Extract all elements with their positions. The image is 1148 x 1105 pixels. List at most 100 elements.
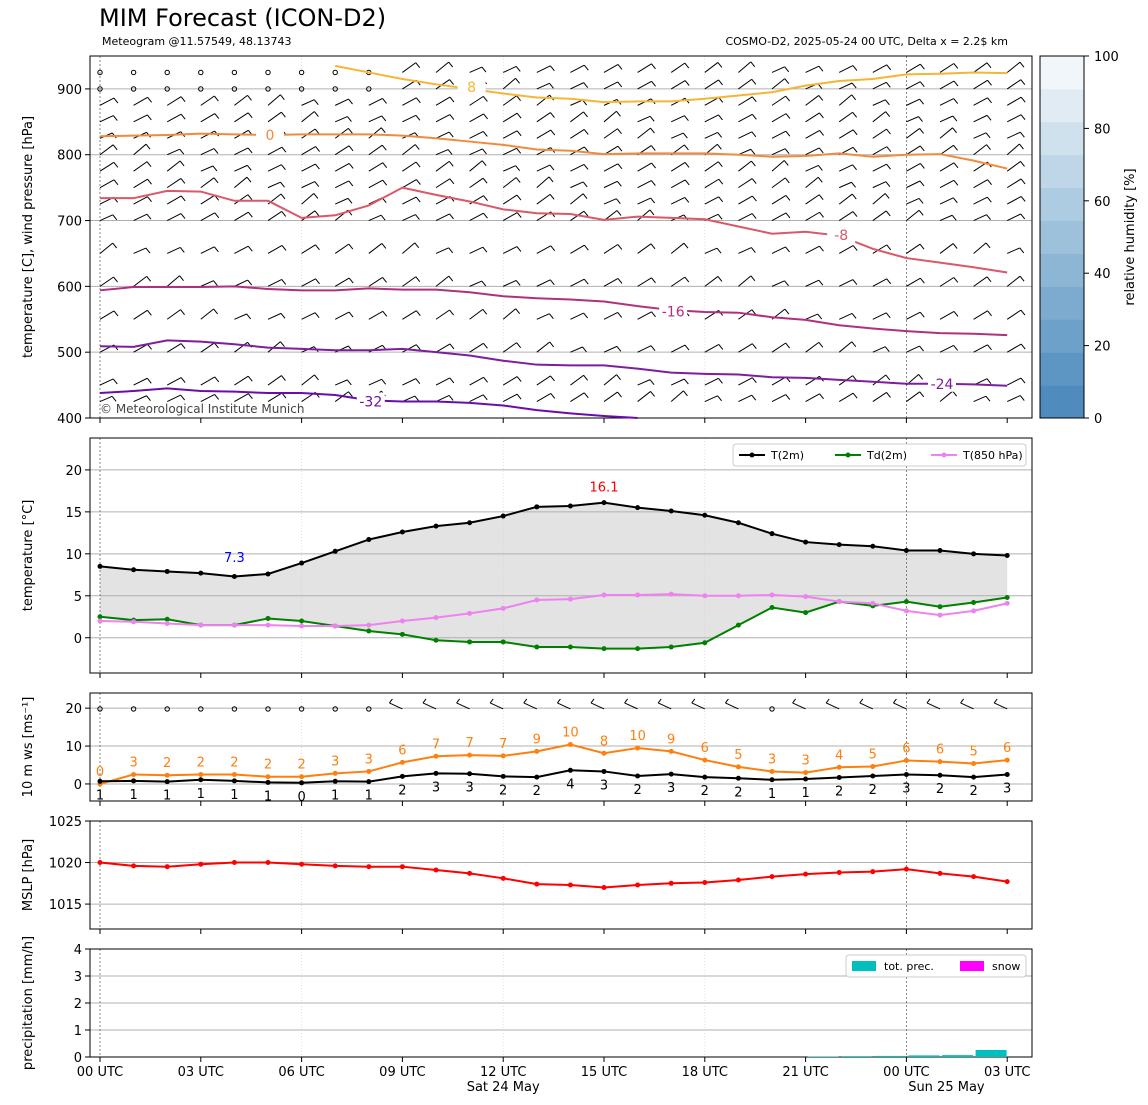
wind-barb-flag (649, 379, 655, 385)
legend-marker (845, 452, 851, 458)
y-tick-label: 1015 (49, 898, 82, 913)
wind-barb (1006, 114, 1022, 123)
wind-barb (839, 181, 852, 189)
wind-barb-flag (919, 63, 925, 70)
series-point (366, 628, 372, 634)
wind-barb (771, 148, 786, 156)
legend-label: Td(2m) (866, 449, 907, 462)
gust-label: 3 (801, 754, 809, 769)
wind-barb-flag (986, 196, 992, 203)
wind-barb-flag (918, 116, 923, 122)
wind-barb-flag (986, 214, 991, 220)
wind-barb-flag (684, 62, 690, 69)
wind-barb-flag (314, 128, 320, 135)
wind-speed-label: 1 (197, 787, 205, 802)
y-tick-label: 15 (65, 506, 82, 521)
colorbar-segment (1040, 88, 1084, 123)
wind-speed-point (803, 776, 809, 782)
wind-speed-point (534, 774, 540, 780)
wind-barb (133, 395, 147, 403)
wind-barb (1006, 143, 1020, 156)
wind-barb (738, 61, 752, 73)
wind-barb (805, 176, 819, 189)
wind-barb-flag (348, 311, 354, 318)
calm-wind-marker (332, 86, 338, 92)
wind-barb-flag (852, 111, 858, 118)
wind-barb (301, 374, 315, 386)
wind-barb (99, 214, 113, 222)
series-point (803, 594, 809, 600)
wind-barb-flag (986, 115, 992, 121)
wind-barb (691, 702, 706, 710)
wind-barb-flag (624, 698, 628, 704)
colorbar-tick-label: 20 (1094, 340, 1111, 355)
wind-barb-flag (785, 246, 790, 253)
wind-barb (200, 212, 216, 221)
wind-barb-flag (146, 161, 152, 167)
wind-barb-flag (382, 179, 388, 186)
wind-barb-flag (381, 115, 387, 122)
wind-barb-flag (784, 66, 790, 73)
wind-barb (570, 163, 585, 172)
wind-barb-flag (248, 393, 253, 400)
wind-barb-flag (415, 214, 420, 220)
wind-barb-flag (785, 342, 791, 349)
calm-wind-marker (97, 706, 103, 712)
wind-barb (267, 211, 283, 221)
wind-barb (771, 280, 785, 287)
wind-barb (637, 162, 652, 172)
wind-speed-label: 2 (398, 783, 406, 798)
mslp-point (971, 874, 977, 880)
wind-barb-flag (180, 213, 186, 219)
wind-barb (771, 113, 787, 123)
wind-barb-flag (650, 180, 656, 186)
gust-label: 6 (701, 741, 709, 756)
wind-barb-flag (684, 162, 690, 168)
wind-barb-flag (985, 132, 991, 139)
wind-barb (859, 702, 874, 710)
wind-barb (99, 242, 114, 254)
colorbar-segment (1040, 352, 1084, 386)
wind-barb (704, 196, 719, 205)
wind-barb-flag (315, 146, 320, 152)
wind-barb-flag (751, 78, 757, 85)
wind-barb (489, 702, 504, 710)
calm-wind-marker (265, 86, 271, 92)
wind-barb (536, 147, 551, 156)
extreme-annotation: 7.3 (224, 551, 245, 566)
gust-label: 3 (365, 752, 373, 767)
wind-barb-flag (953, 63, 959, 69)
wind-barb (637, 127, 651, 139)
wind-barb-flag (281, 279, 287, 285)
series-point (198, 570, 204, 576)
y-tick-label: 0 (74, 632, 82, 647)
wind-barb (973, 242, 987, 254)
wind-barb (200, 113, 216, 123)
wind-barb-flag (348, 163, 354, 169)
series-point (836, 542, 842, 548)
mslp-point (668, 880, 674, 886)
wind-barb-flag (819, 211, 824, 218)
wind-barb (368, 214, 382, 222)
wind-barb-flag (851, 94, 857, 101)
wind-barb (939, 311, 955, 320)
mslp-point (198, 861, 204, 867)
gust-point (299, 774, 305, 780)
gust-point (567, 742, 573, 748)
wind-barb-flag (985, 395, 991, 402)
wind-barb (771, 78, 786, 90)
wind-barb-flag (851, 313, 857, 319)
wind-barb-flag (314, 181, 320, 187)
wind-barb-flag (718, 196, 724, 203)
wind-barb (603, 180, 618, 189)
colorbar-tick-label: 80 (1094, 122, 1111, 137)
series-point (399, 529, 405, 535)
wind-barb-flag (447, 149, 453, 155)
wind-barb (1006, 343, 1022, 353)
wind-barb-flag (280, 193, 286, 200)
wind-barb (502, 66, 517, 73)
wind-barb-flag (616, 180, 622, 187)
wind-barb-flag (617, 81, 623, 88)
wind-barb (435, 178, 451, 189)
wind-barb (771, 177, 786, 189)
